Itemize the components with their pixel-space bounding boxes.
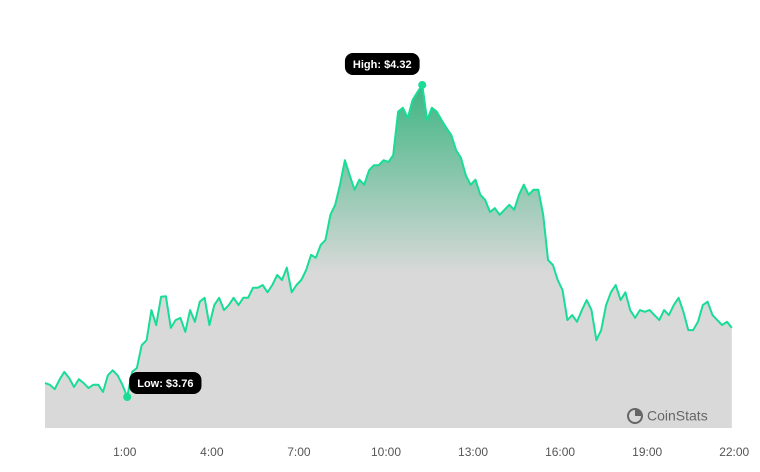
- area-fill: [45, 85, 732, 428]
- logo-part: [635, 409, 642, 416]
- x-tick-label: 1:00: [113, 445, 137, 459]
- high-dot: [418, 81, 427, 89]
- watermark-text: CoinStats: [647, 408, 708, 424]
- watermark: CoinStats: [627, 408, 708, 424]
- x-tick-label: 16:00: [545, 445, 575, 459]
- price-line: [44, 84, 733, 398]
- x-tick-label: 13:00: [458, 445, 488, 459]
- x-tick-label: 10:00: [371, 445, 401, 459]
- low-dot: [123, 393, 132, 401]
- x-tick-label: 4:00: [200, 445, 224, 459]
- high-pill: [344, 53, 420, 75]
- x-tick-label: 22:00: [719, 445, 749, 459]
- high-label: High: $4.32: [353, 59, 412, 71]
- low-pill: [129, 372, 202, 394]
- low-label: Low: $3.76: [137, 378, 193, 390]
- x-tick-label: 19:00: [632, 445, 662, 459]
- x-tick-label: 7:00: [287, 445, 311, 459]
